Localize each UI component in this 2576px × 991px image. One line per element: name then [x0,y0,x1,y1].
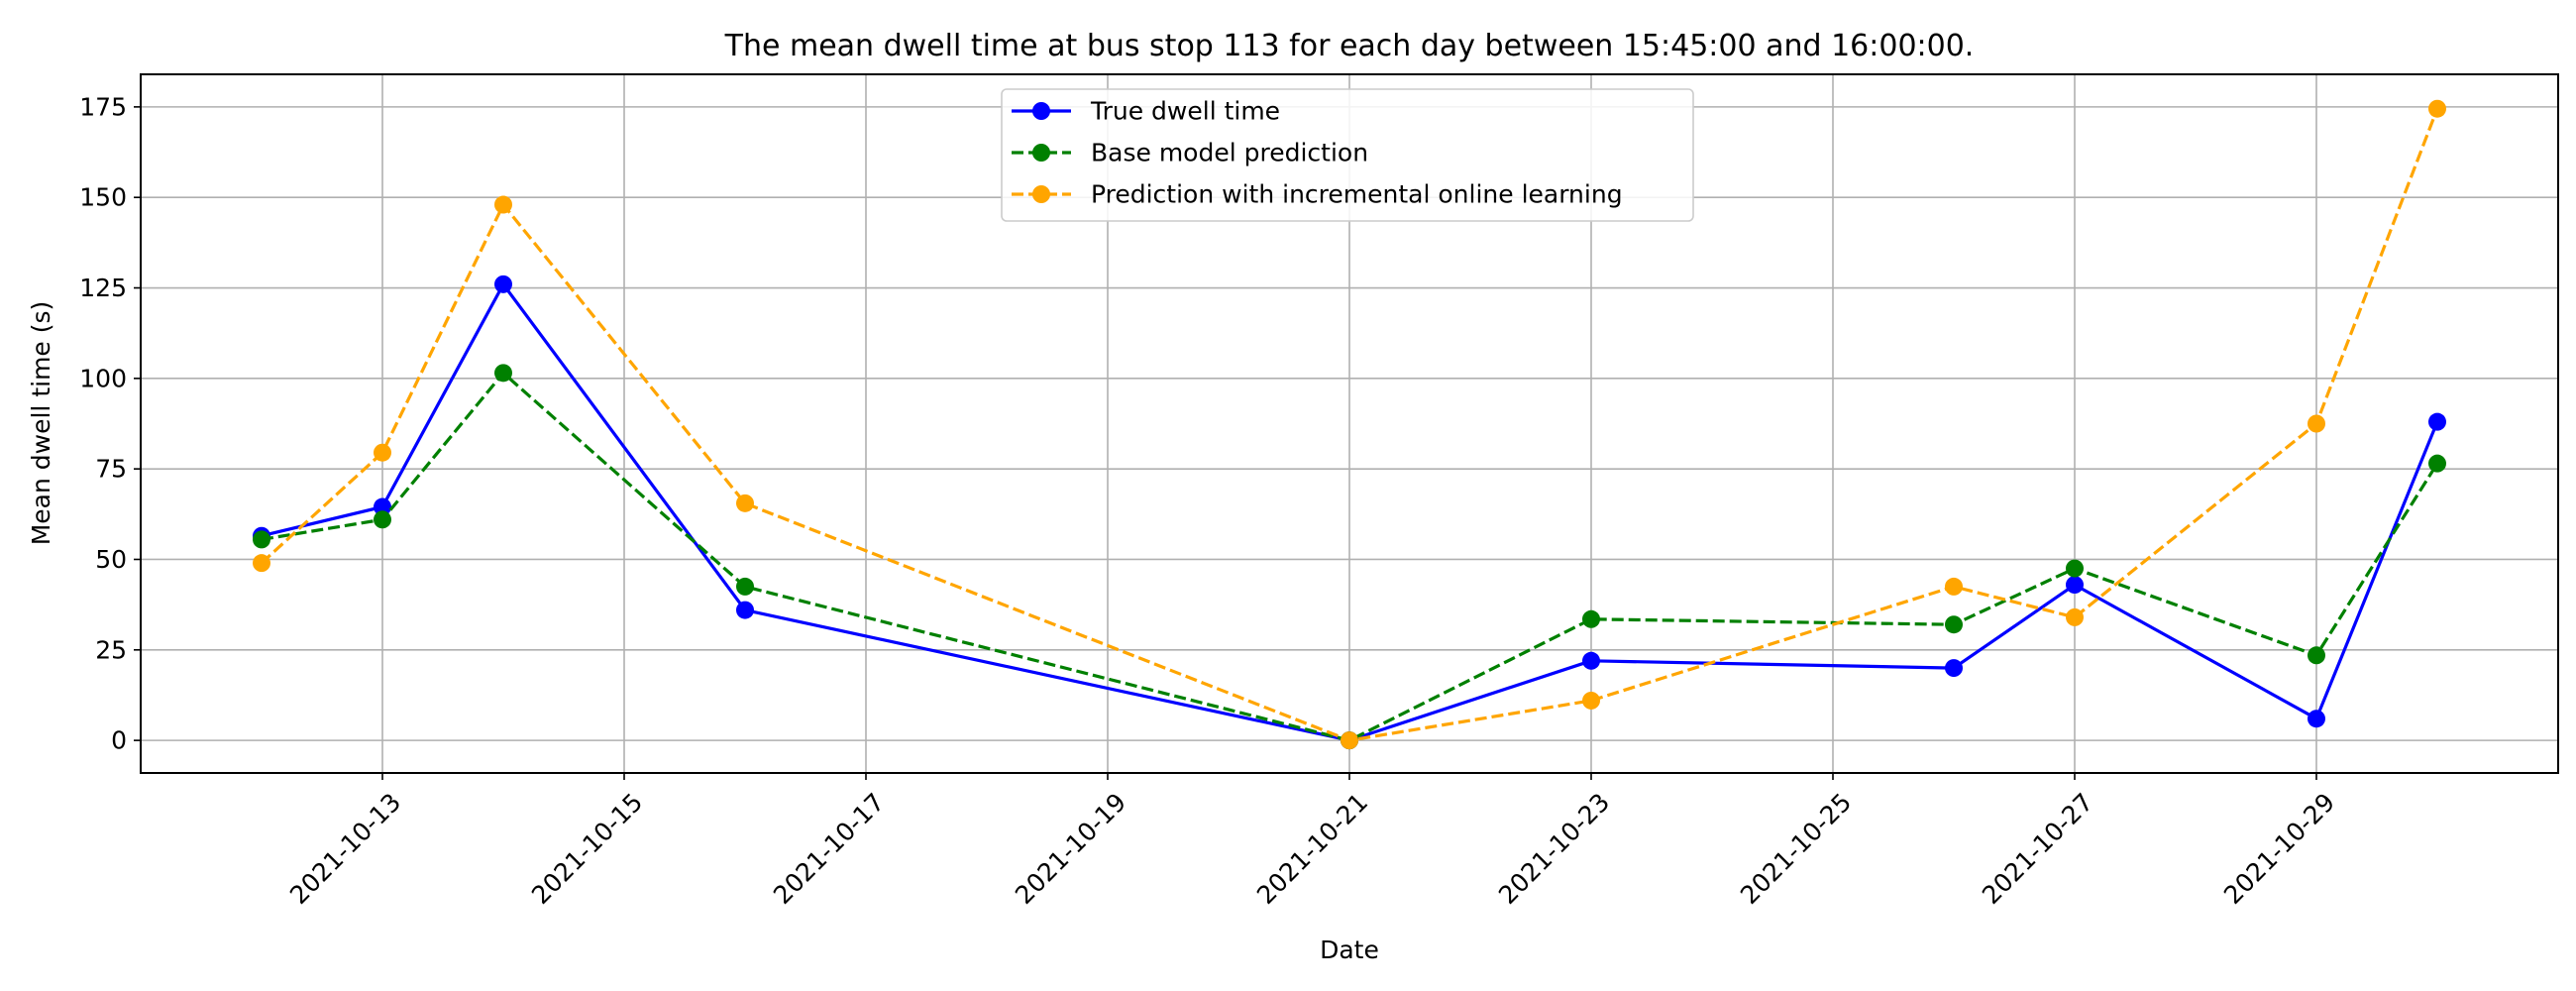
data-point [374,510,391,529]
y-tick-label: 50 [95,545,127,574]
data-point [1341,731,1358,750]
legend-label: Base model prediction [1091,139,1368,167]
data-point [2066,576,2084,595]
y-tick-label: 125 [79,274,127,302]
data-point [2428,99,2446,118]
data-point [374,497,391,516]
y-tick-label: 25 [95,635,127,664]
data-point [494,275,512,293]
y-tick-label: 175 [79,92,127,121]
data-point [253,530,270,549]
series-2 [253,99,2446,750]
data-point [2066,559,2084,578]
y-axis: 0 25 50 75 100 125 150 175 [79,92,141,755]
y-axis-label: Mean dwell time (s) [27,301,55,546]
y-tick-label: 150 [79,183,127,212]
data-point [2428,454,2446,473]
data-point [1582,609,1600,628]
series-layer [253,99,2446,750]
data-point [736,577,754,596]
legend-label: Prediction with incremental online learn… [1091,180,1623,209]
x-axis-label: Date [1320,936,1379,964]
data-point [2066,607,2084,626]
y-tick-label: 75 [95,455,127,484]
data-point [494,364,512,383]
data-point [2308,414,2325,433]
y-tick-label: 100 [79,364,127,392]
legend: True dwell time Base model prediction Pred… [1001,88,1694,222]
data-point [1945,577,1963,596]
data-point [736,601,754,619]
chart-title: The mean dwell time at bus stop 113 for … [724,29,1975,63]
data-point [736,494,754,512]
data-point [2428,412,2446,431]
legend-box [1001,88,1694,222]
data-point [2308,646,2325,665]
series-line [260,108,2439,742]
data-point [1945,615,1963,634]
data-point [494,195,512,214]
data-point [253,554,270,573]
data-point [2308,710,2325,728]
data-point [1582,691,1600,710]
data-point [374,443,391,462]
y-tick-label: 0 [111,726,127,755]
legend-swatch-marker [1032,185,1050,203]
legend-label: True dwell time [1090,97,1280,126]
series-line [261,282,2439,742]
data-point [1582,651,1600,670]
data-point [1945,659,1963,678]
legend-swatch-marker [1032,144,1050,162]
legend-swatch-marker [1032,102,1050,120]
